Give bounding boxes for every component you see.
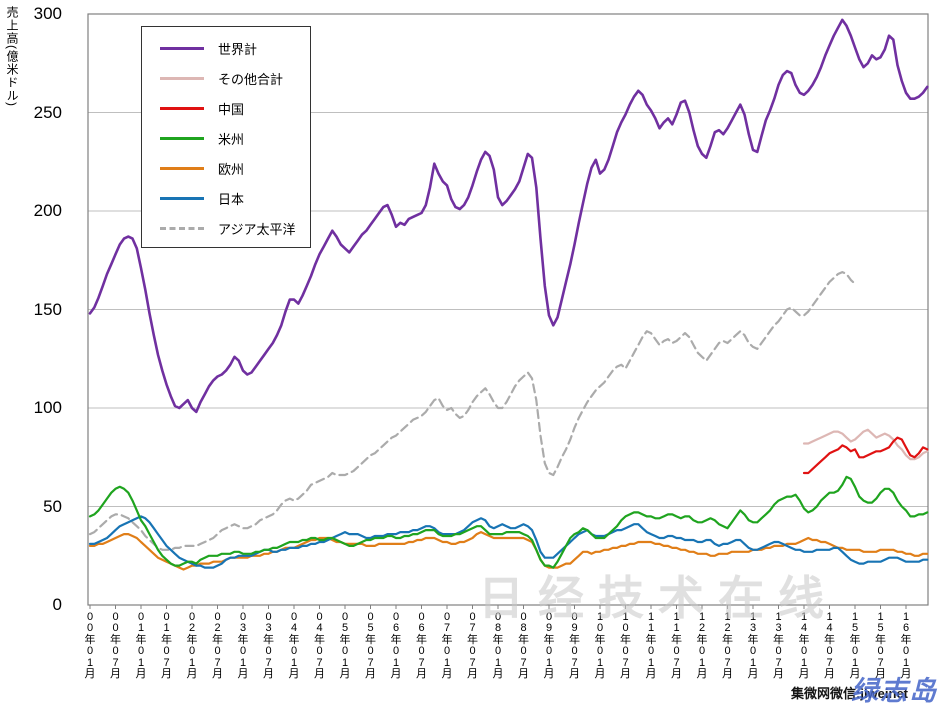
legend-item-japan: 日本 [142,183,310,213]
x-tick-label: 1 3 年 0 1 月 [747,611,759,681]
y-tick-label: 0 [52,595,62,614]
y-tick-label: 300 [33,4,62,23]
x-tick-label: 0 5 年 0 7 月 [365,611,376,681]
x-tick-label: 0 3 年 0 7 月 [263,611,274,681]
legend-label: 世界計 [218,41,258,57]
series-line-2 [802,436,929,475]
legend-item-asia-pacific: アジア太平洋 [142,213,310,243]
x-tick-label: 0 5 年 0 1 月 [339,611,351,681]
y-tick-label: 250 [33,102,62,122]
legend-item-americas: 米州 [142,123,310,153]
y-tick-label: 200 [33,201,62,220]
series-line-0 [88,18,929,414]
legend-line-swatch [160,196,204,200]
legend-item-other-total: その他合計 [142,63,310,93]
legend-line-swatch [160,46,204,50]
legend-line-swatch [160,166,204,170]
y-tick-label: 50 [43,496,62,516]
x-tick-label: 1 4 年 0 1 月 [798,611,810,681]
legend-label: 欧州 [218,161,245,177]
series-line-6 [88,271,857,551]
legend-item-europe: 欧州 [142,153,310,183]
x-tick-label: 1 0 年 0 7 月 [620,611,631,681]
x-tick-label: 0 8 年 0 1 月 [492,611,504,681]
series-line-1 [802,428,929,461]
y-axis-title: 売上高(億米ドル) [5,6,19,107]
x-tick-label: 0 6 年 0 7 月 [416,611,427,681]
x-tick-label: 0 4 年 0 7 月 [314,611,325,681]
x-tick-label: 1 2 年 0 7 月 [722,611,733,681]
legend-label: その他合計 [218,71,284,87]
x-tick-label: 0 6 年 0 1 月 [390,611,402,681]
x-tick-label: 0 8 年 0 7 月 [518,611,529,681]
legend-item-china: 中国 [142,93,310,123]
legend-item-world: 世界計 [142,33,310,63]
chart-legend: 世界計 その他合計 中国 米州 欧州 日本 アジア太平洋 [141,26,311,248]
watermark-nikkei: 日经技术在线 [478,572,838,624]
legend-line-swatch [160,76,204,80]
legend-line-swatch [160,136,204,140]
x-tick-label: 0 1 年 0 7 月 [161,611,172,681]
x-tick-label: 0 3 年 0 1 月 [237,611,249,681]
x-tick-label: 1 1 年 0 7 月 [671,611,682,681]
x-tick-label: 1 3 年 0 7 月 [773,611,784,681]
legend-line-swatch [160,106,204,110]
legend-label: 中国 [218,101,245,117]
x-tick-label: 1 5 年 0 7 月 [875,611,886,681]
legend-label: 米州 [218,131,245,147]
x-tick-label: 1 0 年 0 1 月 [594,611,606,681]
legend-line-swatch [160,226,204,230]
series-line-3 [88,475,929,569]
x-tick-label: 0 1 年 0 1 月 [135,611,147,681]
x-tick-label: 1 6 年 0 1 月 [900,611,912,681]
x-tick-label: 0 9 年 0 1 月 [543,611,555,681]
x-tick-label: 0 2 年 0 1 月 [186,611,198,681]
x-tick-label: 0 0 年 0 1 月 [84,611,96,681]
x-tick-label: 1 5 年 0 1 月 [849,611,861,681]
x-tick-label: 0 7 年 0 1 月 [441,611,453,681]
x-tick-label: 0 7 年 0 7 月 [467,611,478,681]
y-tick-label: 150 [33,299,62,319]
x-tick-label: 0 9 年 0 7 月 [569,611,580,681]
series-line-5 [88,515,929,569]
x-tick-label: 1 1 年 0 1 月 [645,611,657,681]
x-tick-label: 0 2 年 0 7 月 [212,611,223,681]
x-tick-label: 1 2 年 0 1 月 [696,611,708,681]
legend-label: 日本 [218,191,245,207]
x-tick-label: 0 0 年 0 7 月 [110,611,121,681]
x-tick-label: 1 4 年 0 7 月 [824,611,835,681]
legend-label: アジア太平洋 [218,221,296,237]
y-tick-label: 100 [33,398,62,417]
watermark-credit: 集微网微信:jiweinet [791,686,909,701]
watermark-blue: 绿志岛 [851,676,938,706]
x-tick-label: 0 4 年 0 1 月 [288,611,300,681]
